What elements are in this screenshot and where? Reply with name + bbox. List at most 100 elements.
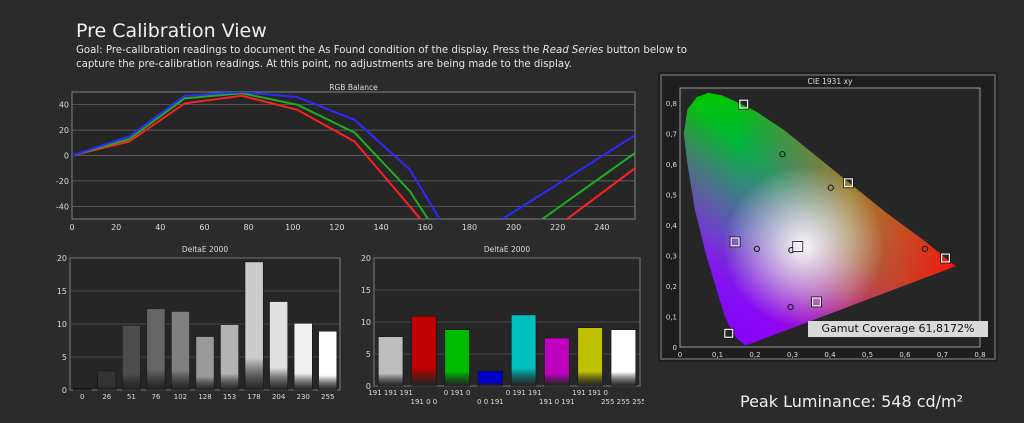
peak-luminance: Peak Luminance: 548 cd/m² [740,392,964,411]
bar [477,371,503,387]
measured-point-outline [842,177,854,189]
x-tick-label: 0,6 [899,351,911,359]
series-line [540,152,635,219]
measured-point [724,328,734,338]
y-tick-label: 0,2 [666,283,677,291]
x-tick-label: 220 [550,223,565,232]
measured-point [940,253,951,263]
measured-point-outline [738,98,750,110]
bar [293,323,313,391]
page-title: Pre Calibration View [76,20,267,42]
y-tick-label: 5 [366,350,371,359]
x-tick-label: 128 [198,393,211,401]
measured-point-outline [792,241,804,252]
x-tick-label: 153 [223,393,236,401]
bar [146,308,166,391]
target-point [779,151,786,158]
x-tick-label: 255 255 255 [601,398,644,406]
bar [577,327,603,387]
x-tick-label: 102 [174,393,187,401]
bar [610,329,636,387]
chart-title: DeltaE 2000 [182,245,228,254]
x-tick-label: 191 191 0 [572,389,608,397]
y-tick-label: 20 [361,254,371,263]
read-series-reference: Read Series [542,45,604,56]
x-tick-label: 0,5 [862,351,873,359]
x-tick-label: 191 191 191 [368,389,413,397]
y-tick-label: 0 [366,382,371,391]
bar [244,261,264,391]
target-point [827,184,834,191]
y-tick-label: 10 [57,320,67,329]
y-tick-label: 20 [57,254,67,263]
y-tick-label: 0,5 [666,192,677,200]
chart-title: RGB Balance [329,83,378,92]
x-tick-label: 191 0 191 [539,398,575,406]
x-tick-label: 26 [102,393,111,401]
cie-1931-chart: CIE 1931 xy 0 0,1 0,2 0,3 0,4 0,5 0,6 0,7 0,8 0,8 0… [658,72,998,362]
x-tick-label: 40 [155,223,165,232]
bar [444,329,470,387]
y-tick-label: 0 [64,152,69,161]
chart-border [660,74,996,360]
measured-point [843,178,853,188]
bar [122,325,141,391]
measured-point [730,237,740,247]
x-tick-label: 0,7 [937,351,948,359]
x-tick-label: 180 [462,223,477,232]
bar [97,370,117,391]
x-tick-label: 255 [321,393,334,401]
x-tick-label: 191 0 0 [411,398,438,406]
series-line [72,94,422,219]
x-tick-label: 0 [80,393,84,401]
x-tick-label: 0,2 [749,351,760,359]
x-tick-label: 100 [285,223,300,232]
measured-point [739,99,749,109]
gamut-coverage-badge: Gamut Coverage 61,8172% [808,321,988,337]
y-tick-label: 0,3 [666,253,677,261]
x-tick-label: 178 [247,393,260,401]
x-tick-label: 0,4 [824,351,836,359]
x-tick-label: 60 [199,223,209,232]
y-tick-label: 0,7 [666,131,677,139]
y-tick-label: 0,4 [666,222,678,230]
series-line [565,167,635,219]
x-tick-label: 0 191 0 [444,389,471,397]
bar [171,311,190,391]
x-tick-label: 230 [296,393,309,401]
measured-point [811,297,822,307]
bar [318,331,338,391]
y-tick-label: -20 [56,177,69,186]
x-tick-label: 76 [151,393,160,401]
white-point-glow [683,92,956,346]
bar [72,387,92,391]
series-line [72,92,441,219]
measured-point [793,241,803,252]
measured-point-outline [729,236,741,248]
x-tick-label: 0,3 [787,351,798,359]
bar [511,314,537,387]
y-tick-label: 5 [62,353,67,362]
bar [269,301,288,391]
x-tick-label: 80 [244,223,254,232]
target-point [787,303,794,311]
y-tick-label: 0,1 [666,314,677,322]
chart-title: CIE 1931 xy [808,77,853,86]
series-group [72,92,635,219]
goal-text: Goal: Pre-calibration readings to docume… [76,45,687,70]
x-tick-label: 120 [329,223,344,232]
y-tick-label: 40 [59,101,69,110]
x-tick-label: 0,1 [712,351,723,359]
bar [378,336,404,387]
bar [195,336,215,391]
y-tick-label: -40 [56,202,69,211]
y-tick-label: 10 [361,318,371,327]
x-tick-label: 160 [418,223,433,232]
x-tick-label: 240 [594,223,609,232]
y-tick-label: 20 [59,126,69,135]
y-tick-label: 0,6 [666,161,678,169]
x-tick-label: 51 [127,393,136,401]
measured-point-outline [723,327,735,339]
target-point [921,245,928,252]
